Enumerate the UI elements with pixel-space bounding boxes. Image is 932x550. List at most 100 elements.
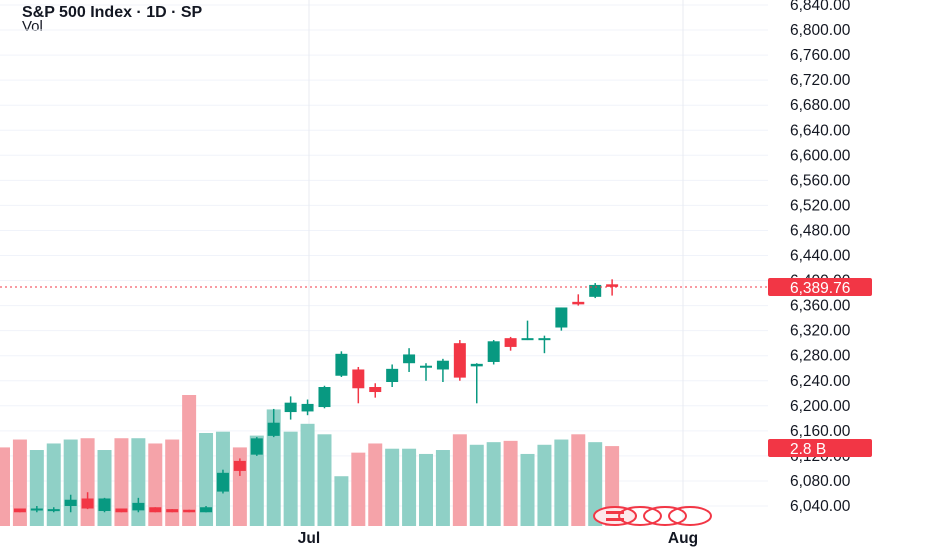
candle-body: [250, 438, 263, 455]
price-tick-label: 6,040.00: [790, 498, 851, 515]
candle-body: [200, 507, 213, 513]
candle-body: [149, 507, 162, 513]
candle-body: [555, 307, 568, 328]
volume-bar: [300, 423, 315, 526]
candle-body: [386, 368, 399, 383]
event-marker: [593, 506, 637, 526]
volume-bar: [503, 440, 518, 526]
price-tick-label: 6,560.00: [790, 172, 851, 189]
volume-bar: [12, 439, 27, 526]
tv-watermark-icon: [593, 506, 712, 526]
volume-badge: [768, 439, 872, 457]
volume-bar: [334, 476, 349, 526]
time-tick-label: Jul: [298, 530, 320, 547]
volume-bar: [148, 443, 163, 526]
candle-body: [64, 499, 77, 506]
volume-bar: [368, 443, 383, 526]
price-tick-label: 6,480.00: [790, 222, 851, 239]
price-tick-label: 6,320.00: [790, 323, 851, 340]
volume-bar: [266, 409, 281, 526]
candle-body: [352, 369, 365, 389]
event-marker: [668, 506, 712, 526]
candle-body: [318, 387, 331, 408]
candle-body: [453, 343, 466, 378]
volume-bar: [283, 431, 298, 526]
volume-bar: [63, 439, 78, 526]
candle-body: [589, 284, 602, 297]
candle-body: [572, 301, 585, 305]
volume-bar: [486, 442, 501, 526]
price-tick-label: 6,520.00: [790, 197, 851, 214]
last-price-text: 6,389.76: [790, 280, 850, 297]
candle-body: [301, 403, 314, 412]
price-tick-label: 6,600.00: [790, 147, 851, 164]
volume-bar: [165, 439, 180, 526]
candle-body: [267, 422, 280, 436]
price-tick-label: 6,200.00: [790, 398, 851, 415]
grid: [0, 0, 768, 526]
price-tick-label: 6,720.00: [790, 72, 851, 89]
volume-bar: [435, 450, 450, 526]
volume-bar: [419, 453, 433, 526]
volume-bar: [199, 432, 214, 526]
price-tick-label: 6,160.00: [790, 423, 851, 440]
volume-bar: [520, 453, 535, 526]
volume-bar: [249, 435, 264, 526]
price-tick-label: 6,080.00: [790, 473, 851, 490]
candle-body: [132, 502, 145, 511]
price-tick-label: 6,760.00: [790, 47, 851, 64]
price-tick-label: 6,360.00: [790, 298, 851, 315]
candle-body: [335, 353, 348, 376]
price-tick-label: 6,680.00: [790, 97, 851, 114]
volume-bar: [537, 444, 552, 526]
candles: [13, 279, 619, 513]
volume-bar: [80, 438, 95, 526]
volume-bar: [402, 448, 417, 526]
volume-bar: [452, 434, 467, 526]
badges: 6,389.76 2.8 B: [0, 277, 872, 458]
event-marker-mark: [606, 511, 624, 514]
candle-body: [369, 387, 382, 393]
price-axis: 6,840.00 6,800.00 6,760.00 6,720.00 6,680.00…: [790, 0, 851, 515]
price-tick-label: 6,840.00: [790, 0, 851, 14]
volume-bar: [571, 434, 586, 526]
event-marker-mark: [606, 518, 624, 521]
candle-body: [538, 338, 551, 341]
price-tick-label: 6,280.00: [790, 348, 851, 365]
volume-bar: [351, 452, 366, 526]
candle-body: [216, 472, 229, 492]
volume-bar: [0, 447, 10, 526]
time-axis: Jul Aug: [298, 530, 698, 547]
candle-body: [470, 363, 483, 367]
candle-body: [403, 354, 416, 364]
volume-bar: [182, 395, 197, 526]
time-tick-label: Aug: [668, 530, 698, 547]
candle-body: [521, 338, 534, 341]
candle-body: [284, 402, 297, 413]
candle-body: [166, 509, 179, 513]
candle-body: [115, 508, 128, 513]
candle-body: [233, 460, 246, 471]
volume-bar: [97, 450, 112, 526]
candle-body: [47, 509, 60, 512]
candle-body: [30, 508, 43, 511]
candle-body: [436, 360, 449, 370]
volume-bar: [29, 450, 44, 526]
volume-bar: [469, 444, 484, 526]
last-price-badge: [768, 277, 872, 296]
candle-body: [504, 338, 517, 347]
candle-body: [487, 341, 500, 362]
candle-body: [98, 498, 111, 512]
volume-bar: [588, 442, 603, 526]
volume-bar: [114, 438, 129, 526]
volume-label: Vol: [22, 18, 43, 35]
volume-bar: [46, 443, 61, 526]
candle-body: [606, 284, 619, 287]
event-marker: [618, 506, 662, 526]
price-tick-label: 6,440.00: [790, 248, 851, 265]
price-tick-label: 6,800.00: [790, 22, 851, 39]
price-tick-label: 6,240.00: [790, 373, 851, 390]
candle-body: [420, 365, 432, 368]
event-marker: [643, 506, 687, 526]
